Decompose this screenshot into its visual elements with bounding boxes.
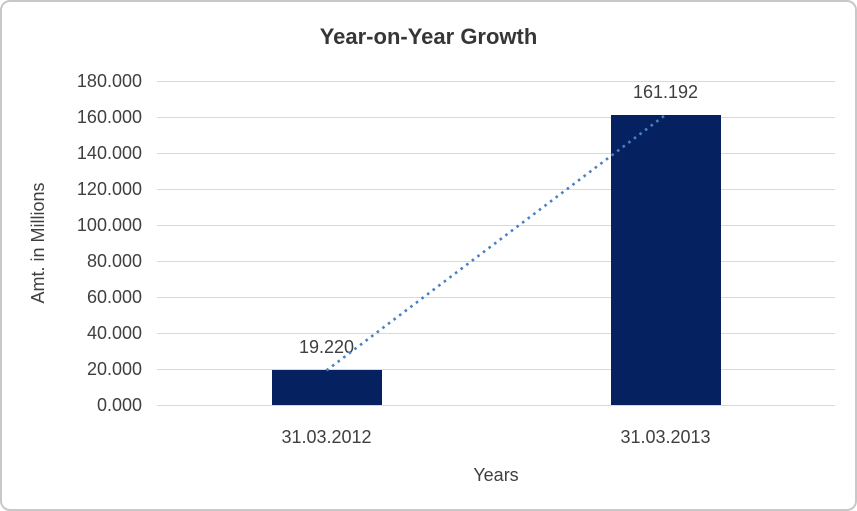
y-gridline	[157, 116, 835, 118]
x-axis-title: Years	[473, 465, 519, 485]
y-tick-label: 180.000	[76, 71, 142, 91]
y-gridline	[157, 80, 835, 82]
y-gridline	[157, 152, 835, 154]
y-tick-label: 100.000	[76, 215, 142, 235]
y-tick-label: 60.000	[86, 287, 142, 307]
y-gridline	[157, 260, 835, 262]
x-tick-label: 31.03.2013	[620, 427, 711, 447]
y-tick-label: 80.000	[86, 251, 142, 271]
y-tick-label: 120.000	[76, 179, 142, 199]
x-tick-label: 31.03.2012	[281, 427, 372, 447]
y-tick-label: 160.000	[76, 107, 142, 127]
chart-title: Year-on-Year Growth	[319, 24, 538, 49]
y-gridline	[157, 188, 835, 190]
data-label: 161.192	[632, 81, 699, 102]
y-tick-label: 40.000	[86, 323, 142, 343]
bar	[610, 114, 721, 405]
y-gridline	[157, 332, 835, 334]
y-tick-label: 140.000	[76, 143, 142, 163]
y-gridline	[157, 368, 835, 370]
y-gridline	[157, 296, 835, 298]
y-axis-title: Amt. in Millions	[28, 182, 48, 304]
y-gridline	[157, 224, 835, 226]
y-tick-label: 20.000	[86, 359, 142, 379]
y-gridline	[157, 404, 835, 406]
data-label: 19.220	[298, 337, 355, 358]
y-tick-label: 0.000	[96, 395, 142, 415]
bar	[271, 370, 382, 405]
